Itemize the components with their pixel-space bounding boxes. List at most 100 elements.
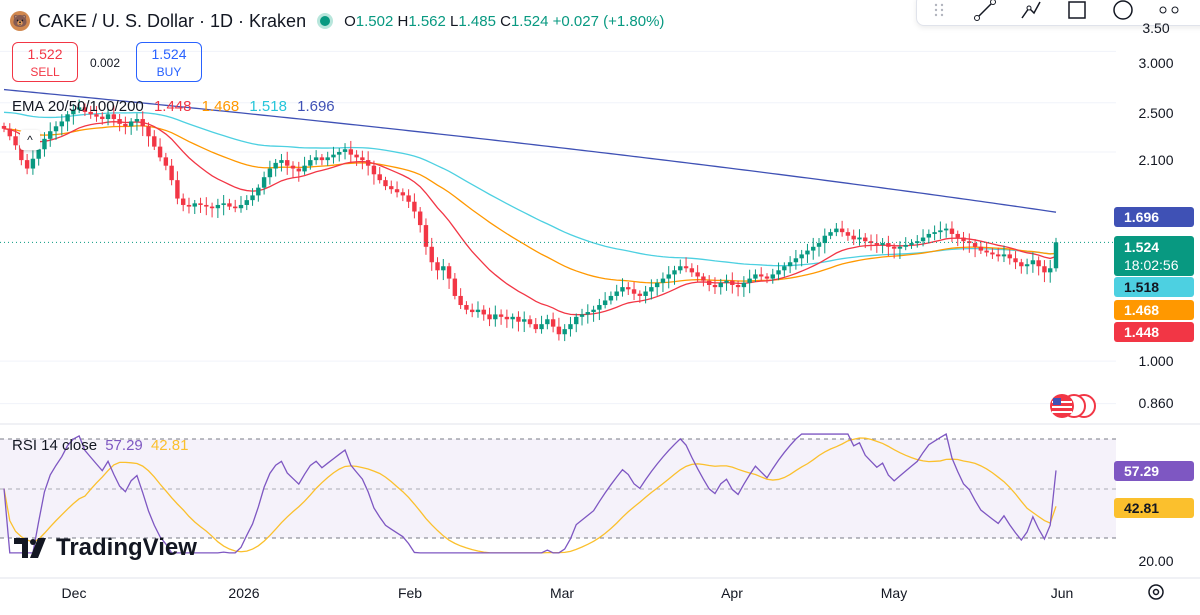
candle-body [747,278,752,283]
candle-body [7,128,12,137]
time-tick: Apr [721,585,743,601]
candle-body [654,282,660,288]
ema20-line [3,121,1057,316]
candle-body [545,319,550,325]
candle-body [811,246,816,251]
low-value: 1.485 [458,12,496,30]
ema100-line [3,111,1057,267]
candle-body [233,206,238,209]
candle-body [1030,260,1036,265]
candle-body [620,287,625,292]
candle-body [24,160,30,169]
open-label: O [344,12,356,30]
rsi-ma-tag: 42.81 [1114,498,1194,518]
candle-body [660,278,666,283]
candle-body [787,262,793,267]
candle-body [585,312,591,315]
candle-body [365,160,371,166]
candle-body [285,160,290,166]
candle-body [435,262,440,271]
candle-body [279,160,284,163]
candle-body [215,204,221,209]
sell-button[interactable]: 1.522 SELL [12,42,78,82]
candle-body [961,237,966,242]
ema-lines [3,88,1057,316]
candle-body [967,241,972,244]
candle-body [1036,260,1041,267]
candle-body [30,158,36,169]
sell-label: SELL [30,65,60,79]
candle-body [175,180,180,199]
candle-body [793,258,799,263]
ema20-value: 1.448 [153,98,192,115]
ema50-tag: 1.468 [1114,300,1194,320]
candle-body [863,237,868,242]
candle-body [574,316,579,325]
candle-body [331,154,336,158]
magnet-icon[interactable] [1111,0,1135,22]
rsi-legend[interactable]: RSI 14 close 57.29 42.81 [12,437,192,454]
candle-body [915,241,920,244]
candle-body [626,287,631,290]
candle-body [261,177,267,188]
time-tick: Dec [61,585,87,601]
candle-body [579,314,585,317]
path-tool-icon[interactable] [1019,0,1043,22]
candle-body [273,162,278,169]
drag-handle-icon[interactable] [927,0,951,22]
candle-body [1007,254,1012,259]
close-label: C [500,12,511,30]
ema20-tag: 1.448 [1114,322,1194,342]
candle-body [753,274,758,279]
candle-body [845,232,851,236]
price-tick: 2.500 [1138,105,1174,121]
more-icon[interactable] [1157,0,1181,22]
candle-body [614,291,619,296]
candle-body [493,314,498,320]
drawing-toolbar [916,0,1200,26]
candle-body [1019,262,1024,267]
candle-body [48,131,53,139]
candle-body [19,145,24,161]
candle-body [597,305,602,310]
us-flag-icon[interactable] [1044,393,1100,419]
candle-body [943,228,949,231]
buy-button[interactable]: 1.524 BUY [136,42,202,82]
candle-body [487,314,492,320]
candle-body [469,309,475,313]
rectangle-tool-icon[interactable] [1065,0,1089,22]
candle-body [839,228,845,233]
market-status-icon[interactable] [320,16,331,26]
bar-countdown: 18:02:56 [1124,257,1179,273]
symbol-title[interactable]: CAKE / U. S. Dollar · 1D · Kraken [38,10,307,31]
candle-body [100,116,105,120]
close-value: 1.524 [510,12,549,30]
trend-line-icon[interactable] [973,0,997,22]
collapse-chevron-icon[interactable]: ^ [20,130,40,150]
rsi-line [3,433,1057,554]
candle-body [267,168,273,178]
candle-body [689,268,695,273]
candle-body [394,189,400,193]
candle-body [371,165,377,175]
candle-body [897,246,903,249]
settings-gear-icon[interactable] [1146,582,1166,602]
candle-body [522,319,527,322]
ema-legend[interactable]: EMA 20/50/100/200 1.448 1.468 1.518 1.69… [12,98,341,115]
candle-body [105,114,111,120]
candle-body [949,228,955,234]
tradingview-logo[interactable]: TradingView [14,534,197,562]
candle-body [180,198,186,205]
candle-body [400,192,406,196]
candle-body [59,121,65,127]
time-tick: Mar [549,585,575,601]
candle-body [302,165,307,172]
candle-body [458,295,463,306]
candle-body [995,254,1001,257]
candle-body [111,114,117,120]
rsi-tag: 57.29 [1114,461,1194,481]
candle-body [337,151,342,155]
candle-body [377,174,382,181]
candle-body [140,119,145,127]
